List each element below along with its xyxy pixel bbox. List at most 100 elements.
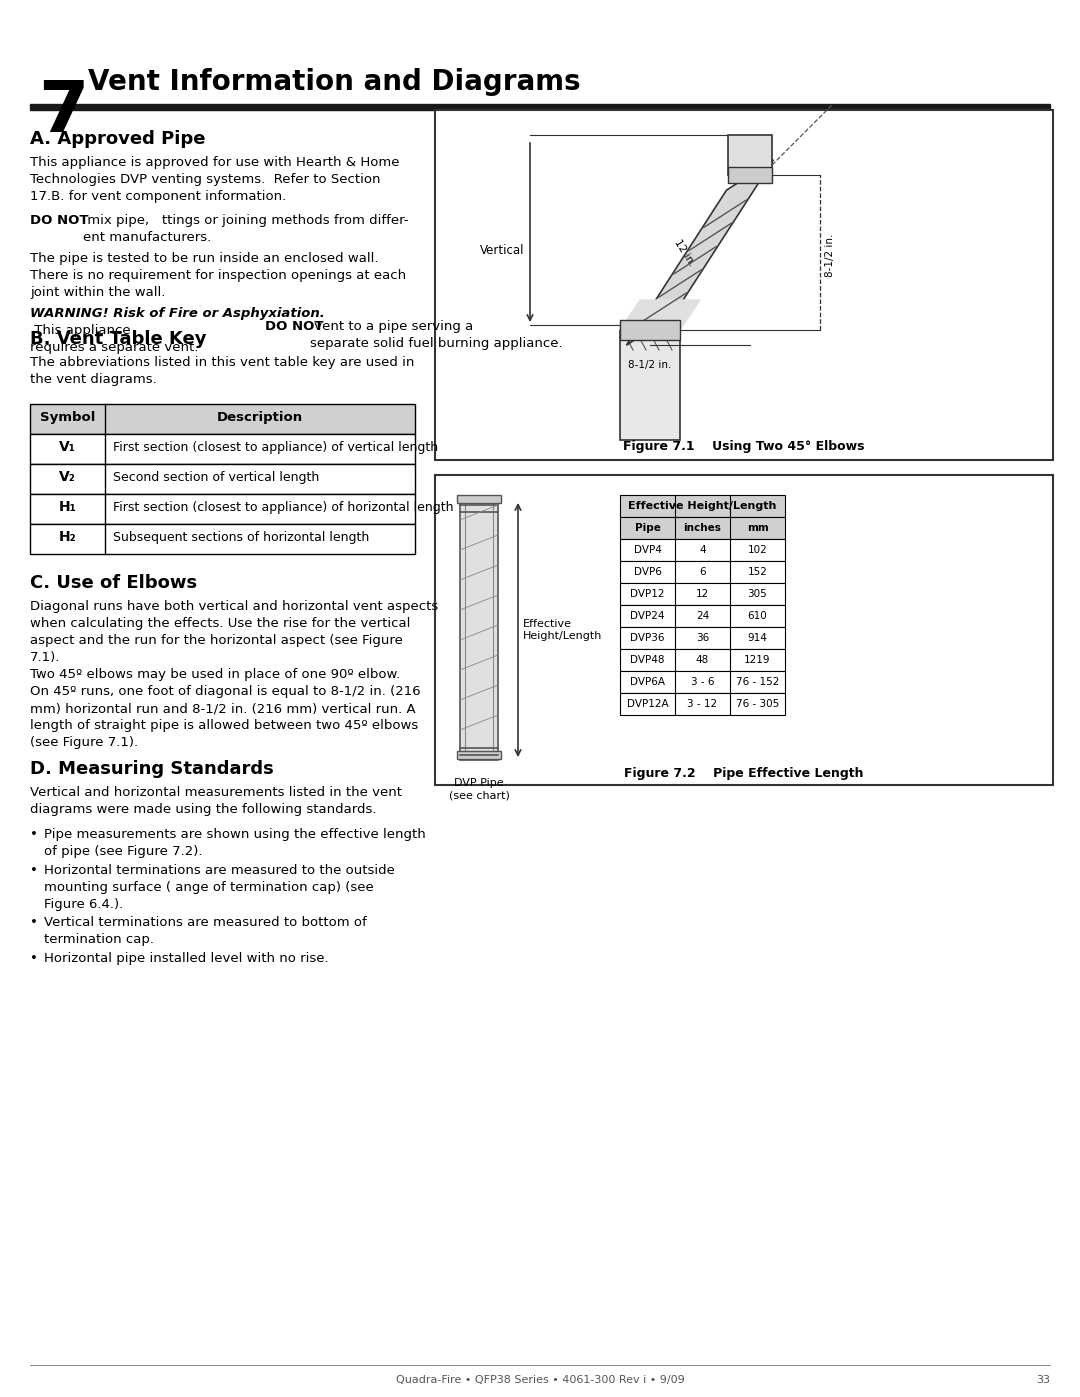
Bar <box>620 320 680 339</box>
Text: This appliance
requires a separate vent.: This appliance requires a separate vent. <box>30 307 203 353</box>
Text: Pipe: Pipe <box>635 522 661 534</box>
Bar <box>620 517 785 539</box>
Text: First section (closest to appliance) of horizontal length: First section (closest to appliance) of … <box>113 500 454 514</box>
Text: mix pipe,   ttings or joining methods from differ-
ent manufacturers.: mix pipe, ttings or joining methods from… <box>83 214 408 244</box>
Text: Symbol: Symbol <box>40 411 95 423</box>
Text: 3 - 6: 3 - 6 <box>691 678 714 687</box>
Bar <box>30 103 1050 110</box>
Text: DVP4: DVP4 <box>634 545 661 555</box>
Text: 1219: 1219 <box>744 655 771 665</box>
Text: DVP48: DVP48 <box>631 655 665 665</box>
Text: 305: 305 <box>747 590 768 599</box>
Text: 8-1/2 in.: 8-1/2 in. <box>629 360 672 370</box>
Text: 24: 24 <box>696 610 710 622</box>
Text: Pipe measurements are shown using the effective length
of pipe (see Figure 7.2).: Pipe measurements are shown using the ef… <box>44 828 426 858</box>
Bar <box>620 650 785 671</box>
Text: 33: 33 <box>1036 1375 1050 1384</box>
Bar <box>457 752 501 759</box>
Text: DVP12: DVP12 <box>631 590 665 599</box>
Text: B. Vent Table Key: B. Vent Table Key <box>30 330 206 348</box>
Polygon shape <box>620 300 700 330</box>
Bar <box>460 500 498 760</box>
Text: •: • <box>30 916 38 929</box>
Text: Figure 7.2    Pipe Effective Length: Figure 7.2 Pipe Effective Length <box>624 767 864 780</box>
Bar <box>620 605 785 627</box>
Text: •: • <box>30 951 38 965</box>
Bar <box>30 404 415 434</box>
Text: 914: 914 <box>747 633 768 643</box>
Text: 76 - 305: 76 - 305 <box>735 698 779 710</box>
Text: 48: 48 <box>696 655 710 665</box>
Bar <box>435 475 1053 785</box>
Text: 12 in.: 12 in. <box>673 237 698 268</box>
Bar <box>30 464 415 495</box>
Text: DVP24: DVP24 <box>631 610 665 622</box>
Text: 76 - 152: 76 - 152 <box>735 678 779 687</box>
Text: Figure 7.1    Using Two 45° Elbows: Figure 7.1 Using Two 45° Elbows <box>623 440 865 453</box>
Bar <box>457 495 501 503</box>
Text: DVP6A: DVP6A <box>630 678 665 687</box>
Text: WARNING! Risk of Fire or Asphyxiation.: WARNING! Risk of Fire or Asphyxiation. <box>30 307 325 320</box>
Bar <box>465 502 492 759</box>
Text: Quadra-Fire • QFP38 Series • 4061-300 Rev i • 9/09: Quadra-Fire • QFP38 Series • 4061-300 Re… <box>395 1375 685 1384</box>
Bar <box>620 495 785 517</box>
Text: 102: 102 <box>747 545 768 555</box>
Text: Diagonal runs have both vertical and horizontal vent aspects
when calculating th: Diagonal runs have both vertical and hor… <box>30 599 438 664</box>
Text: 6: 6 <box>699 567 706 577</box>
Text: 4: 4 <box>699 545 706 555</box>
Bar <box>30 524 415 555</box>
Bar <box>728 168 772 183</box>
Text: Effective
Height/Length: Effective Height/Length <box>523 619 603 641</box>
Text: DO NOT: DO NOT <box>30 214 89 226</box>
Text: Vertical and horizontal measurements listed in the vent
diagrams were made using: Vertical and horizontal measurements lis… <box>30 787 402 816</box>
Text: DVP36: DVP36 <box>631 633 665 643</box>
Bar <box>30 495 415 524</box>
Text: Horizontal pipe installed level with no rise.: Horizontal pipe installed level with no … <box>44 951 328 965</box>
Bar <box>435 110 1053 460</box>
Text: 12: 12 <box>696 590 710 599</box>
Text: Subsequent sections of horizontal length: Subsequent sections of horizontal length <box>113 531 369 543</box>
Text: vent to a pipe serving a
separate solid fuel burning appliance.: vent to a pipe serving a separate solid … <box>310 320 563 351</box>
Text: Vertical: Vertical <box>480 243 525 257</box>
Text: Effective Height/Length: Effective Height/Length <box>629 502 777 511</box>
Text: C. Use of Elbows: C. Use of Elbows <box>30 574 198 592</box>
Text: The abbreviations listed in this vent table key are used in
the vent diagrams.: The abbreviations listed in this vent ta… <box>30 356 415 386</box>
Bar <box>620 330 680 440</box>
Text: Vertical terminations are measured to bottom of
termination cap.: Vertical terminations are measured to bo… <box>44 916 367 946</box>
Bar <box>30 434 415 464</box>
Bar <box>620 539 785 562</box>
Bar <box>620 693 785 715</box>
Text: DVP Pipe
(see chart): DVP Pipe (see chart) <box>448 778 510 800</box>
Text: Horizontal terminations are measured to the outside
mounting surface ( ange of t: Horizontal terminations are measured to … <box>44 863 395 911</box>
Text: 8-1/2 in.: 8-1/2 in. <box>825 233 835 277</box>
Bar <box>620 583 785 605</box>
Text: The pipe is tested to be run inside an enclosed wall.
There is no requirement fo: The pipe is tested to be run inside an e… <box>30 251 406 299</box>
Bar <box>620 671 785 693</box>
Text: •: • <box>30 863 38 877</box>
Text: D. Measuring Standards: D. Measuring Standards <box>30 760 273 778</box>
Text: DO NOT: DO NOT <box>265 320 324 332</box>
Text: 610: 610 <box>747 610 768 622</box>
Text: V₁: V₁ <box>59 440 76 454</box>
Text: Description: Description <box>217 411 303 423</box>
Text: 36: 36 <box>696 633 710 643</box>
Bar <box>620 627 785 650</box>
Text: This appliance is approved for use with Hearth & Home
Technologies DVP venting s: This appliance is approved for use with … <box>30 156 400 203</box>
Text: Second section of vertical length: Second section of vertical length <box>113 471 320 483</box>
Text: 7: 7 <box>38 78 89 147</box>
Text: A. Approved Pipe: A. Approved Pipe <box>30 130 205 148</box>
Text: Two 45º elbows may be used in place of one 90º elbow.
On 45º runs, one foot of d: Two 45º elbows may be used in place of o… <box>30 668 420 749</box>
Text: inches: inches <box>684 522 721 534</box>
Text: •: • <box>30 828 38 841</box>
Text: DVP6: DVP6 <box>634 567 661 577</box>
Polygon shape <box>626 159 773 345</box>
Bar <box>620 562 785 583</box>
Text: 3 - 12: 3 - 12 <box>688 698 717 710</box>
Text: mm: mm <box>746 522 768 534</box>
Text: 152: 152 <box>747 567 768 577</box>
Text: V₂: V₂ <box>59 469 76 483</box>
Text: Vent Information and Diagrams: Vent Information and Diagrams <box>87 68 581 96</box>
Text: H₁: H₁ <box>58 500 77 514</box>
Bar <box>728 136 772 175</box>
Text: DVP12A: DVP12A <box>626 698 669 710</box>
